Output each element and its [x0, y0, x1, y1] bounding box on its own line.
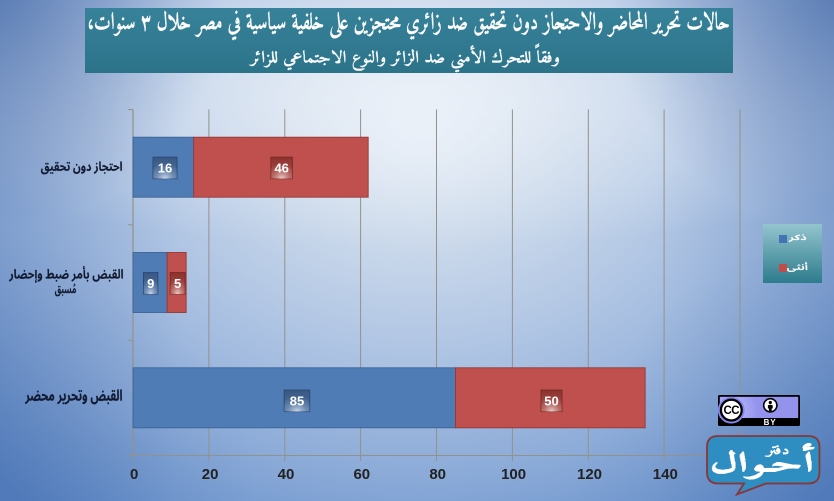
svg-text:20: 20	[202, 466, 219, 483]
svg-text:40: 40	[278, 466, 295, 483]
svg-text:BY: BY	[764, 418, 777, 427]
svg-text:9: 9	[147, 276, 154, 291]
svg-text:5: 5	[174, 276, 181, 291]
svg-text:120: 120	[577, 466, 602, 483]
svg-text:60: 60	[353, 466, 370, 483]
svg-text:80: 80	[429, 466, 446, 483]
svg-text:0: 0	[130, 466, 138, 483]
svg-text:CC: CC	[723, 405, 739, 417]
svg-text:46: 46	[274, 161, 288, 176]
svg-text:16: 16	[158, 161, 172, 176]
svg-text:140: 140	[653, 466, 678, 483]
svg-text:100: 100	[501, 466, 526, 483]
svg-text:85: 85	[290, 393, 304, 408]
svg-text:50: 50	[544, 393, 558, 408]
